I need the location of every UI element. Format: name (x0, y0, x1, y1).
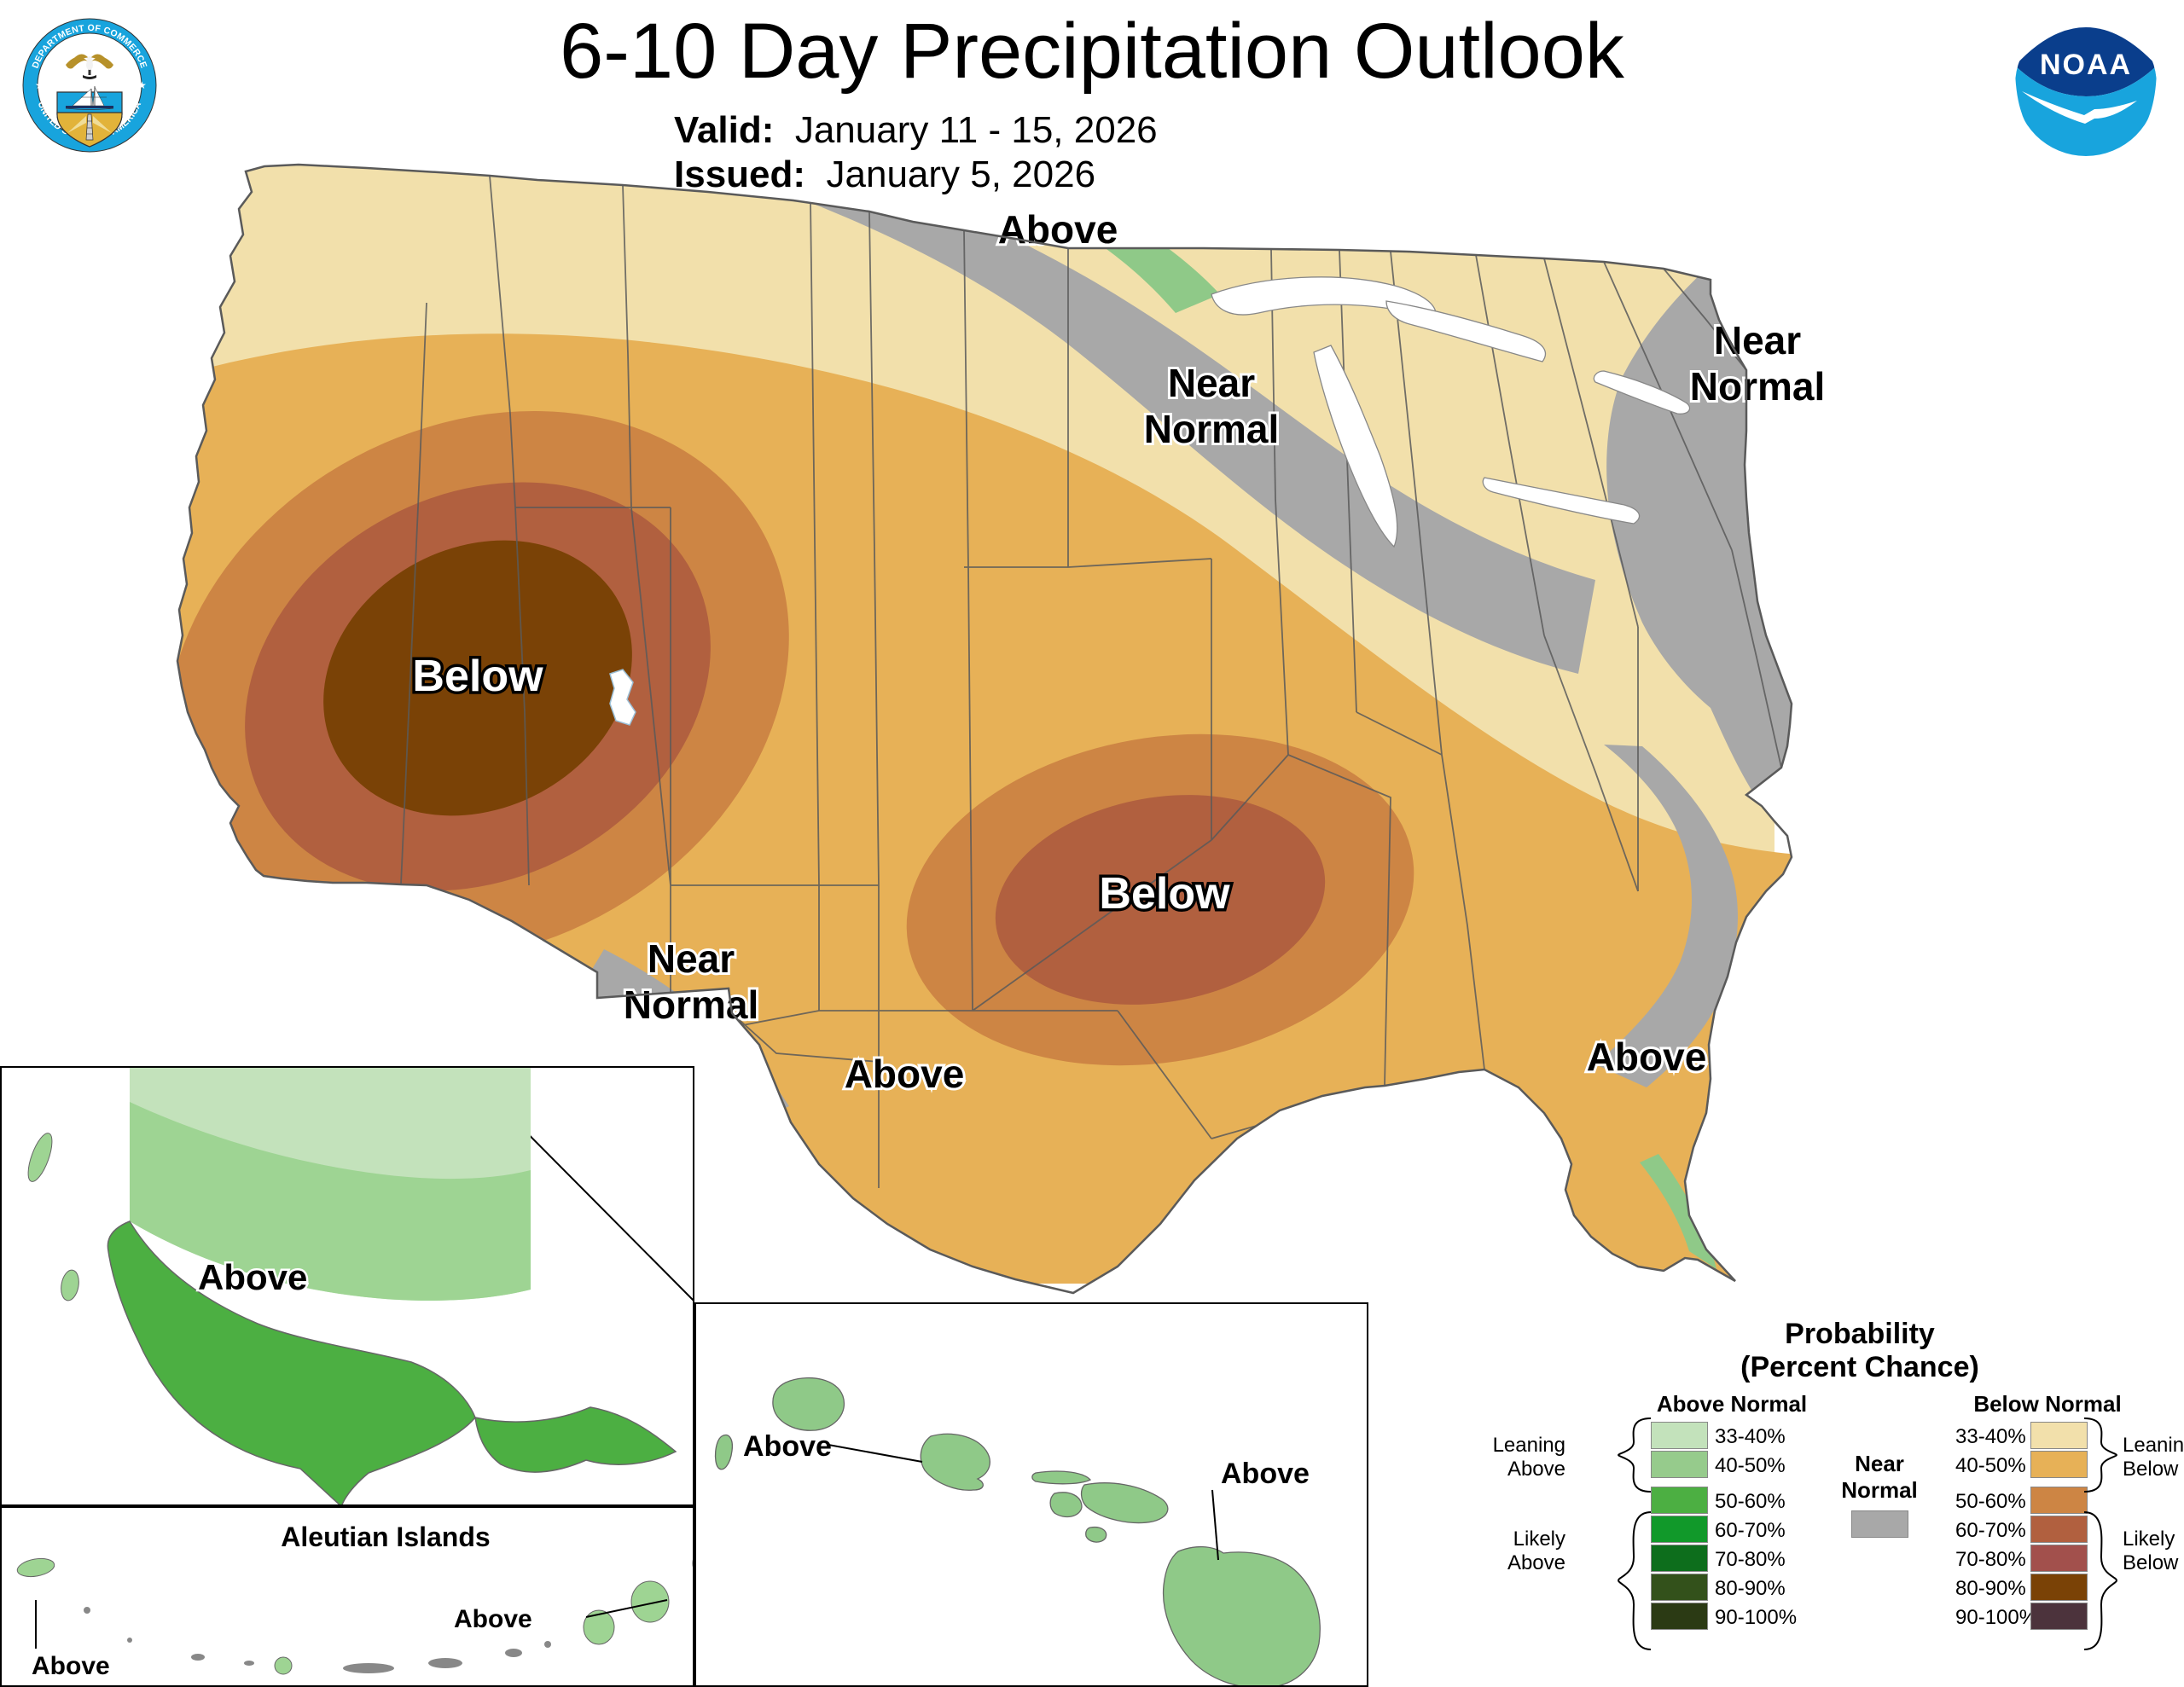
svg-text:Above: Above (1221, 1458, 1310, 1490)
svg-text:Above: Above (998, 207, 1118, 252)
svg-text:Below: Below (1099, 869, 1230, 919)
svg-text:NOAA: NOAA (2040, 49, 2132, 81)
svg-text:Aleutian Islands: Aleutian Islands (281, 1522, 490, 1552)
svg-text:Below: Below (412, 652, 543, 701)
svg-text:★: ★ (35, 79, 44, 91)
svg-text:★: ★ (137, 79, 147, 91)
svg-text:Above: Above (845, 1052, 965, 1096)
svg-text:Above: Above (1587, 1035, 1707, 1079)
svg-text:Above: Above (743, 1430, 832, 1463)
svg-text:Above: Above (32, 1652, 110, 1680)
svg-text:Above: Above (454, 1605, 532, 1633)
